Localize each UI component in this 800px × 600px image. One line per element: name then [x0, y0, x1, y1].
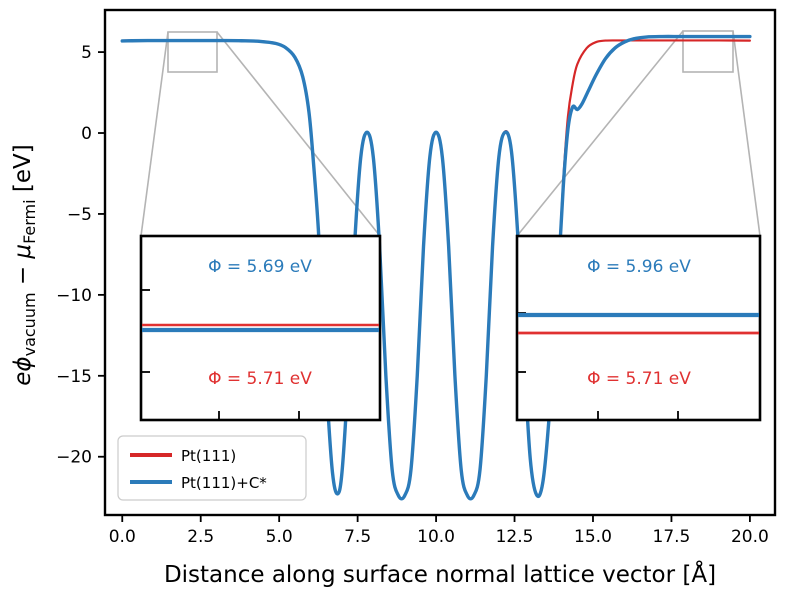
right-connector-b: [732, 30, 761, 237]
y-tick-label-5: −20: [56, 448, 92, 468]
x-tick-label-6: 15.0: [574, 527, 612, 547]
left-connector-b: [216, 31, 381, 237]
right-inset-blue-label: Φ = 5.96 eV: [587, 257, 691, 277]
y-axis-ticks: [98, 51, 105, 458]
y-title-e: e: [10, 372, 36, 386]
x-axis-ticks: [121, 515, 751, 522]
y-title-mu: μ: [10, 244, 36, 260]
y-tick-label-3: −10: [56, 286, 92, 306]
x-axis-title: Distance along surface normal lattice ve…: [164, 560, 716, 588]
legend-label-pt111-c: Pt(111)+C*: [181, 474, 267, 492]
y-tick-label-2: −5: [67, 205, 92, 225]
x-tick-label-3: 7.5: [344, 527, 371, 547]
y-title-unit: [eV]: [10, 144, 36, 199]
x-tick-label-7: 17.5: [653, 527, 691, 547]
y-tick-label-1: 0: [81, 124, 92, 144]
x-tick-label-5: 12.5: [496, 527, 534, 547]
main-curves: [120, 34, 752, 501]
y-title-vacuum: vacuum: [20, 292, 39, 356]
x-tick-label-2: 5.0: [266, 527, 293, 547]
legend: Pt(111) Pt(111)+C*: [117, 435, 307, 501]
svg-text:eϕvacuum − μFermi [eV]: eϕvacuum − μFermi [eV]: [10, 144, 39, 385]
x-tick-label-1: 2.5: [187, 527, 214, 547]
right-inset-frame: [515, 234, 762, 422]
left-inset-panel: Φ = 5.69 eV Φ = 5.71 eV: [139, 234, 382, 422]
right-inset-red-label: Φ = 5.71 eV: [587, 369, 691, 389]
y-title-minus: −: [10, 259, 36, 293]
axes-frame: [103, 8, 777, 517]
y-axis-title: eϕvacuum − μFermi [eV]: [10, 144, 39, 385]
left-zoom-rect: [167, 31, 218, 73]
left-inset-red-label: Φ = 5.71 eV: [208, 369, 312, 389]
right-inset-panel: Φ = 5.96 eV Φ = 5.71 eV: [515, 234, 762, 422]
y-title-fermi: Fermi: [20, 199, 39, 244]
x-tick-label-8: 20.0: [731, 527, 769, 547]
series-pt111-c-line: [120, 34, 752, 501]
left-connector-a: [140, 31, 169, 237]
y-tick-label-4: −15: [56, 367, 92, 387]
right-connector-a: [516, 30, 684, 237]
left-inset-blue-label: Φ = 5.69 eV: [208, 257, 312, 277]
y-tick-label-0: 5: [81, 43, 92, 63]
x-tick-labels: 0.0 2.5 5.0 7.5 10.0 12.5 15.0 17.5 20.0: [109, 527, 769, 547]
x-tick-label-4: 10.0: [417, 527, 455, 547]
legend-label-pt111: Pt(111): [181, 447, 236, 465]
y-tick-labels: 5 0 −5 −10 −15 −20: [56, 43, 92, 468]
zoom-indicators: [140, 30, 761, 237]
right-zoom-rect: [682, 30, 734, 73]
x-tick-label-0: 0.0: [109, 527, 136, 547]
y-title-phi: ϕ: [10, 356, 36, 371]
